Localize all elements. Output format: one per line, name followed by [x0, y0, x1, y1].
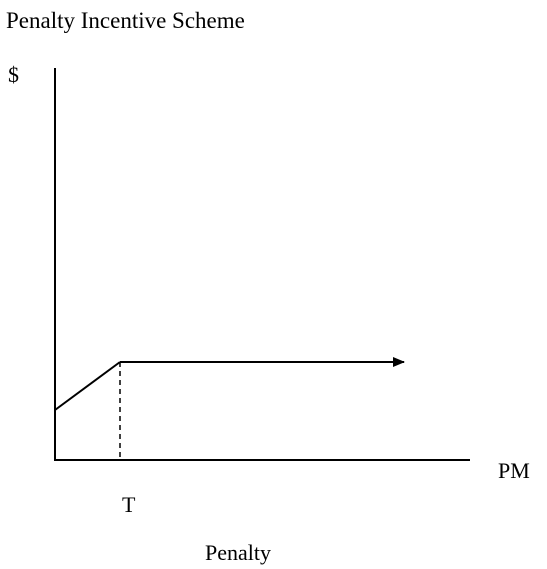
y-axis-label: $: [8, 62, 19, 87]
caption: Penalty: [205, 540, 271, 565]
threshold-label: T: [122, 492, 136, 517]
title: Penalty Incentive Scheme: [6, 8, 245, 33]
x-axis-label: PM: [498, 458, 530, 483]
rising-segment: [54, 361, 121, 411]
